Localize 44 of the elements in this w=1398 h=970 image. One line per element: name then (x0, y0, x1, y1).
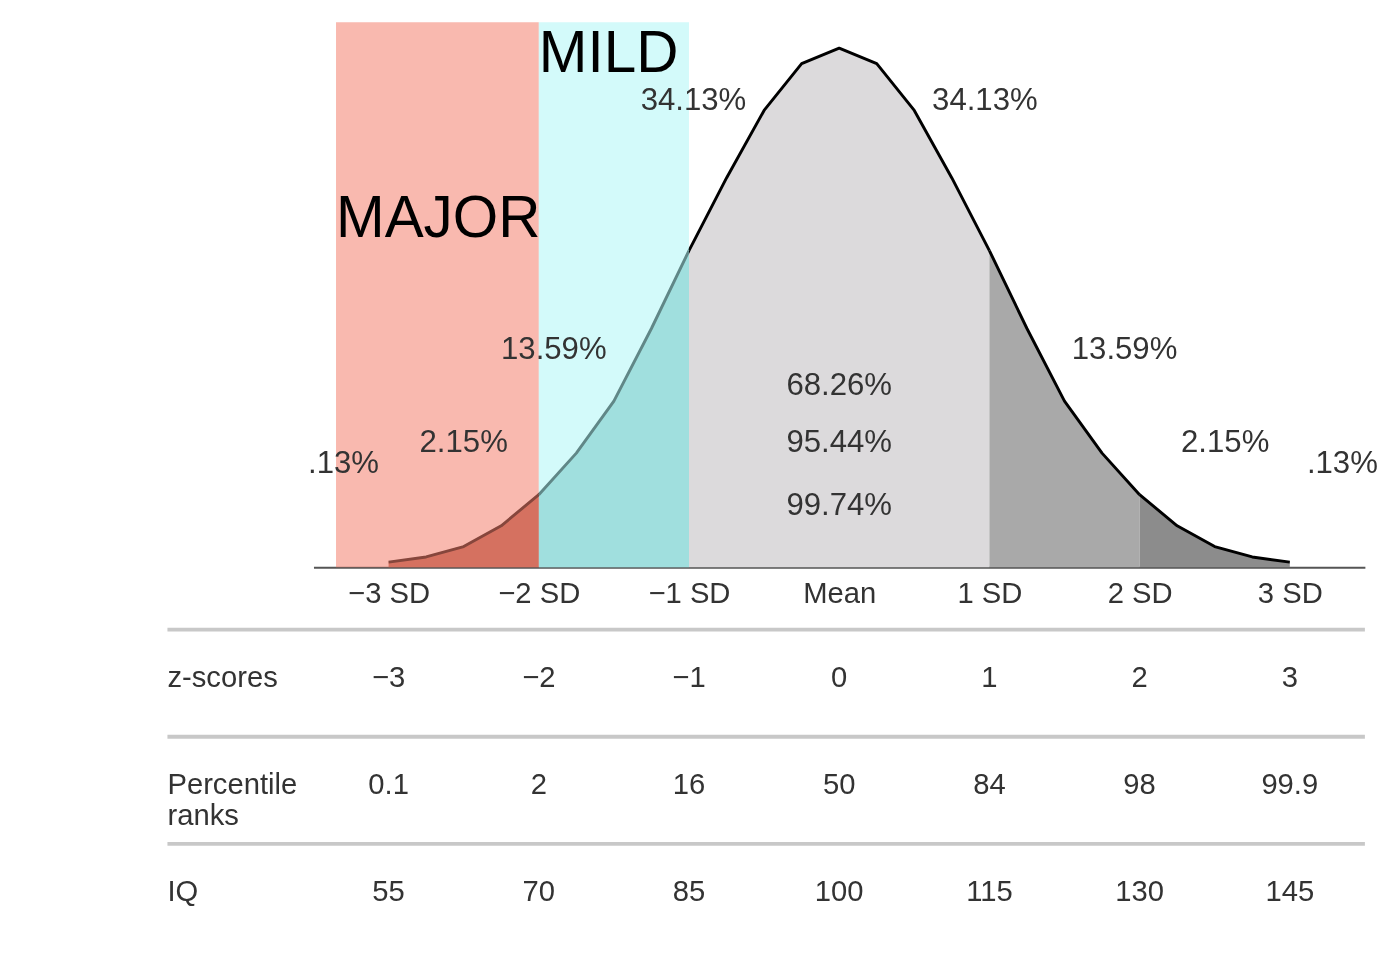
x-tick-label: −2 SD (498, 576, 581, 609)
annotation: .13% (308, 445, 380, 481)
x-tick-label: −3 SD (348, 576, 431, 609)
x-tick-label: 3 SD (1257, 576, 1323, 609)
text: 3 (1281, 661, 1298, 694)
text: 50 (822, 768, 856, 801)
text: 70 (522, 875, 556, 908)
text: −1 (672, 661, 706, 694)
annotation: 13.59% (500, 331, 607, 366)
annotation: 95.44% (786, 424, 892, 460)
text: 1 (981, 661, 998, 694)
text: 16 (672, 768, 706, 801)
text: 100 (814, 875, 864, 908)
text: Percentile ranks (167, 768, 298, 832)
text: −3 (371, 661, 406, 694)
annotation: 99.74% (786, 486, 892, 522)
text: 0.1 (368, 768, 409, 801)
annotation: 34.13% (932, 81, 1038, 117)
text: 84 (973, 768, 1006, 801)
annotation: 68.26% (786, 367, 892, 403)
text: −2 (522, 661, 556, 694)
text: 55 (372, 875, 405, 908)
text: 99.9 (1261, 768, 1319, 801)
x-tick-label: −1 SD (648, 576, 731, 609)
x-tick-label: 2 SD (1107, 576, 1173, 609)
annotation: 13.59% (1071, 331, 1178, 366)
text: 130 (1115, 875, 1164, 908)
annotation: 2.15% (419, 424, 508, 460)
annotation: 34.13% (640, 81, 747, 117)
text: IQ (167, 875, 199, 908)
x-tick-label: Mean (803, 576, 877, 609)
annotation: 2.15% (1181, 424, 1270, 460)
x-tick-label: 1 SD (957, 576, 1023, 609)
text: 98 (1123, 768, 1156, 801)
annotation: .13% (1306, 445, 1378, 481)
band-label: MILD (538, 18, 679, 84)
text: 115 (966, 875, 1013, 908)
band-label: MAJOR (336, 184, 541, 250)
text: z-scores (167, 661, 278, 694)
text: 2 (1131, 661, 1148, 694)
text: 85 (672, 875, 706, 908)
text: 2 (530, 768, 547, 801)
text: 0 (831, 661, 848, 694)
text: 145 (1265, 875, 1315, 908)
